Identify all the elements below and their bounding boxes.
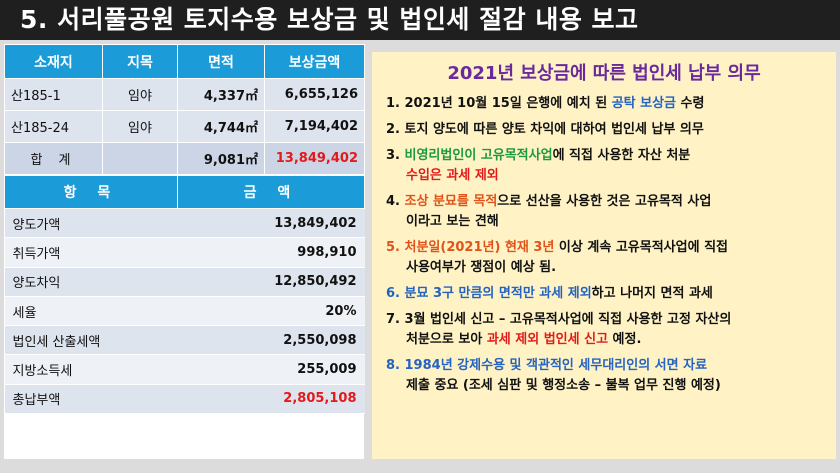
cell-location: 산185-24 [4, 110, 103, 143]
cell-amount: 20% [177, 296, 365, 327]
item-continuation: 제출 중요 (조세 심판 및 행정소송 – 불복 업무 진행 예정) [406, 378, 721, 393]
list-item: 5. 처분일(2021년) 현재 3년 이상 계속 고유목적사업에 직접 사용여… [386, 238, 822, 278]
list-item: 1. 2021년 10월 15일 은행에 예치 된 공탁 보상금 수령 [386, 94, 822, 114]
item-number: 7. [386, 312, 400, 327]
table-row: 양도차익 12,850,492 [4, 267, 365, 297]
cell-item: 양도차익 [4, 267, 178, 297]
tax-obligation-panel: 2021년 보상금에 따른 법인세 납부 의무 1. 2021년 10월 15일… [372, 52, 836, 459]
list-item: 2. 토지 양도에 따른 양토 차익에 대하여 법인세 납부 의무 [386, 120, 822, 140]
table-row: 지방소득세 255,009 [4, 354, 365, 385]
cell-type: 임야 [102, 78, 178, 111]
cell-item: 취득가액 [4, 237, 178, 268]
cell-amount: 6,655,126 [264, 78, 365, 111]
item-continuation: 수입은 과세 제외 [406, 168, 499, 183]
tables-panel: 소재지 지목 면적 보상금액 산185-1 임야 4,337㎡ 6,655,12… [4, 44, 365, 459]
list-item: 3. 비영리법인이 고유목적사업에 직접 사용한 자산 처분 수입은 과세 제외 [386, 146, 822, 186]
item-highlight: 조상 분묘를 목적 [404, 194, 498, 209]
item-highlight: 분묘 3구 만큼의 면적만 과세 제외 [404, 286, 592, 301]
item-highlight: 공탁 보상금 [611, 96, 677, 111]
item-number: 1. [386, 96, 400, 111]
cell-item: 법인세 산출세액 [4, 325, 178, 356]
item-number: 5. [386, 240, 400, 255]
item-text: 이상 계속 고유목적사업에 직접 [554, 240, 728, 255]
item-text: 으로 선산을 사용한 것은 고유목적 사업 [497, 194, 712, 209]
table-row: 법인세 산출세액 2,550,098 [4, 325, 365, 356]
total-amount: 13,849,402 [264, 142, 365, 175]
list-item: 8. 1984년 강제수용 및 객관적인 세무대리인의 서면 자료 제출 중요 … [386, 356, 822, 396]
item-text: 에 직접 사용한 자산 처분 [552, 148, 691, 163]
item-continuation: 사용여부가 쟁점이 예상 됨. [406, 260, 557, 275]
item-number: 2. [386, 122, 400, 137]
table-row: 양도가액 13,849,402 [4, 208, 365, 239]
cell-amount: 255,009 [177, 354, 365, 385]
cell-amount: 2,550,098 [177, 325, 365, 356]
header-area: 면적 [177, 44, 265, 79]
item-continuation: 이라고 보는 견해 [406, 214, 499, 229]
table-row: 세율 20% [4, 296, 365, 327]
item-text: 처분으로 보아 [406, 332, 487, 347]
table-header-row: 항 목 금 액 [4, 175, 365, 209]
item-number: 3. [386, 148, 400, 163]
header-amount: 금 액 [177, 175, 365, 209]
list-item: 6. 분묘 3구 만큼의 면적만 과세 제외하고 나머지 면적 과세 [386, 284, 822, 304]
item-highlight: 1984년 강제수용 및 객관적인 세무대리인의 서면 자료 [404, 358, 708, 373]
total-row: 합 계 9,081㎡ 13,849,402 [4, 142, 365, 175]
cell-location: 산185-1 [4, 78, 103, 111]
cell-amount: 998,910 [177, 237, 365, 268]
table-row: 취득가액 998,910 [4, 237, 365, 268]
item-continuation: 처분으로 보아 과세 제외 법인세 신고 예정. [386, 330, 822, 350]
item-number: 8. [386, 358, 400, 373]
header-location: 소재지 [4, 44, 103, 79]
land-compensation-table: 소재지 지목 면적 보상금액 산185-1 임야 4,337㎡ 6,655,12… [4, 44, 365, 175]
item-text: 예정. [608, 332, 642, 347]
cell-item: 세율 [4, 296, 178, 327]
item-text: 3월 법인세 신고 – 고유목적사업에 직접 사용한 고정 자산의 [404, 312, 732, 327]
item-text: 수령 [676, 96, 705, 111]
table-header-row: 소재지 지목 면적 보상금액 [4, 44, 365, 79]
cell-amount-total: 2,805,108 [177, 384, 365, 415]
total-empty [102, 142, 178, 175]
header-type: 지목 [102, 44, 178, 79]
header-item: 항 목 [4, 175, 178, 209]
list-item: 7. 3월 법인세 신고 – 고유목적사업에 직접 사용한 고정 자산의 처분으… [386, 310, 822, 350]
cell-amount: 13,849,402 [177, 208, 365, 239]
item-highlight: 처분일(2021년) 현재 3년 [404, 240, 555, 255]
item-text: 하고 나머지 면적 과세 [591, 286, 713, 301]
table-row: 총납부액 2,805,108 [4, 384, 365, 415]
table-row: 산185-24 임야 4,744㎡ 7,194,402 [4, 110, 365, 143]
header-amount: 보상금액 [264, 44, 365, 79]
cell-area: 4,337㎡ [177, 78, 265, 111]
cell-amount: 12,850,492 [177, 267, 365, 297]
table-row: 산185-1 임야 4,337㎡ 6,655,126 [4, 78, 365, 111]
item-number: 4. [386, 194, 400, 209]
item-text: 2021년 10월 15일 은행에 예치 된 [404, 96, 612, 111]
item-text: 토지 양도에 따른 양토 차익에 대하여 법인세 납부 의무 [404, 122, 704, 137]
cell-item: 지방소득세 [4, 354, 178, 385]
list-item: 4. 조상 분묘를 목적으로 선산을 사용한 것은 고유목적 사업 이라고 보는… [386, 192, 822, 232]
page-title: 5. 서리풀공원 토지수용 보상금 및 법인세 절감 내용 보고 [0, 0, 840, 40]
total-area: 9,081㎡ [177, 142, 265, 175]
panel-heading: 2021년 보상금에 따른 법인세 납부 의무 [447, 63, 761, 84]
cell-area: 4,744㎡ [177, 110, 265, 143]
item-number: 6. [386, 286, 400, 301]
total-label: 합 계 [4, 142, 103, 175]
cell-amount: 7,194,402 [264, 110, 365, 143]
cell-item: 양도가액 [4, 208, 178, 239]
cell-item: 총납부액 [4, 384, 178, 415]
item-highlight: 비영리법인이 고유목적사업 [404, 148, 553, 163]
item-highlight: 과세 제외 법인세 신고 [486, 332, 609, 347]
tax-calculation-table: 항 목 금 액 양도가액 13,849,402 취득가액 998,910 양도차… [4, 175, 365, 415]
cell-type: 임야 [102, 110, 178, 143]
